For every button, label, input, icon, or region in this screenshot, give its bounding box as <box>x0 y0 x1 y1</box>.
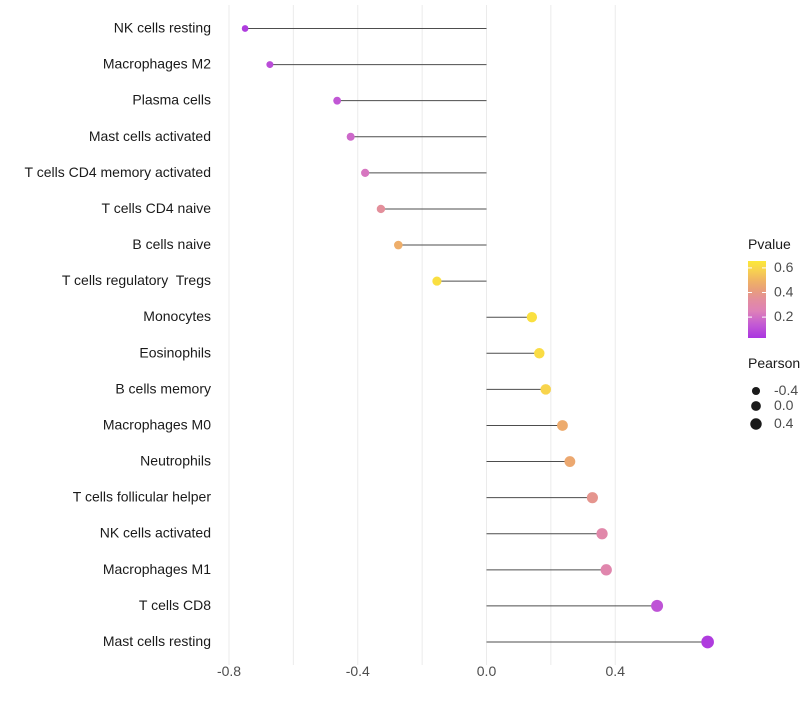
svg-text:-0.4: -0.4 <box>346 663 370 679</box>
svg-text:Mast cells activated: Mast cells activated <box>89 128 211 144</box>
svg-text:Pearson: Pearson <box>748 355 800 371</box>
svg-text:NK cells activated: NK cells activated <box>100 525 211 541</box>
svg-text:T cells regulatory Tregs: T cells regulatory Tregs <box>62 272 211 288</box>
svg-text:T cells CD4 naive: T cells CD4 naive <box>102 200 212 216</box>
svg-text:T cells CD8: T cells CD8 <box>139 597 211 613</box>
svg-text:Eosinophils: Eosinophils <box>139 344 211 360</box>
svg-text:0.2: 0.2 <box>774 308 794 324</box>
svg-text:Neutrophils: Neutrophils <box>140 453 211 469</box>
svg-text:T cells follicular helper: T cells follicular helper <box>73 489 212 505</box>
svg-text:B cells naive: B cells naive <box>132 236 211 252</box>
svg-text:Plasma cells: Plasma cells <box>132 92 211 108</box>
svg-text:0.0: 0.0 <box>477 663 497 679</box>
svg-text:0.6: 0.6 <box>774 259 794 275</box>
svg-text:Macrophages M1: Macrophages M1 <box>103 561 211 577</box>
svg-text:-0.8: -0.8 <box>217 663 241 679</box>
svg-text:T cells CD4 memory activated: T cells CD4 memory activated <box>25 164 211 180</box>
svg-text:Monocytes: Monocytes <box>143 308 211 324</box>
svg-text:-0.4: -0.4 <box>774 382 798 398</box>
svg-text:Macrophages M2: Macrophages M2 <box>103 56 211 72</box>
svg-text:0.4: 0.4 <box>774 415 794 431</box>
svg-text:Mast cells resting: Mast cells resting <box>103 633 211 649</box>
svg-text:0.4: 0.4 <box>774 284 794 300</box>
svg-text:0.0: 0.0 <box>774 397 794 413</box>
svg-text:NK cells resting: NK cells resting <box>114 20 211 36</box>
svg-text:Pvalue: Pvalue <box>748 236 791 252</box>
svg-text:Macrophages M0: Macrophages M0 <box>103 416 211 432</box>
svg-text:0.4: 0.4 <box>606 663 626 679</box>
svg-text:B cells memory: B cells memory <box>115 380 211 396</box>
